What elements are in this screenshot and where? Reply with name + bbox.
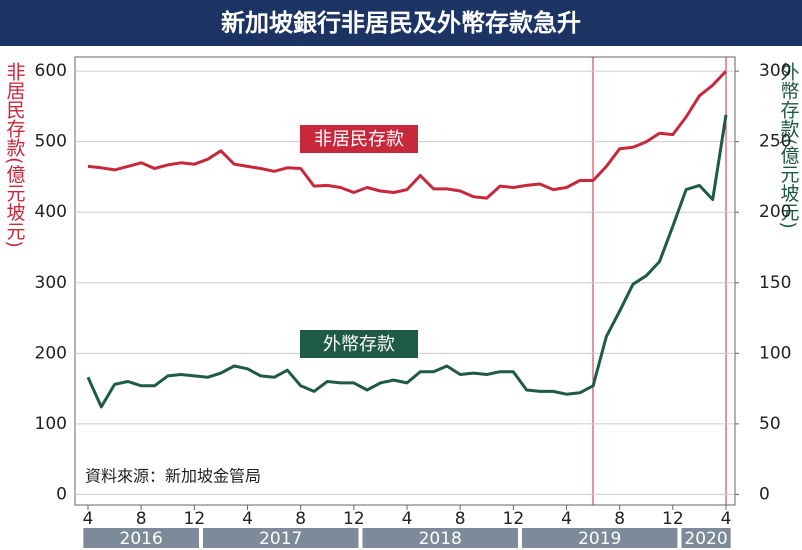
chart-title: 新加坡銀行非居民及外幣存款急升 — [221, 9, 581, 37]
year-label: 2020 — [684, 529, 727, 549]
legend-box — [300, 330, 418, 358]
y-tick-label: 300 — [35, 273, 67, 293]
x-tick-label: 12 — [184, 509, 206, 529]
year-band — [362, 528, 518, 548]
series-line — [86, 114, 728, 409]
x-tick-label: 8 — [614, 509, 625, 529]
year-band — [202, 528, 359, 548]
y2-tick-label: 0 — [759, 484, 770, 504]
y2-axis-label: 外幣存款(億元坡元) — [778, 62, 800, 229]
y-tick-label: 400 — [35, 202, 67, 222]
source-note: 資料來源：新加坡金管局 — [85, 467, 261, 486]
y2-tick-label: 250 — [759, 132, 791, 152]
year-label: 2019 — [578, 529, 621, 549]
x-tick-label: 12 — [662, 509, 684, 529]
x-tick-label: 12 — [343, 509, 365, 529]
y2-tick-label: 150 — [759, 273, 791, 293]
y-tick-label: 600 — [35, 61, 67, 81]
y-tick-label: 500 — [35, 132, 67, 152]
x-tick-label: 8 — [455, 509, 466, 529]
year-band — [521, 528, 678, 548]
series-line — [87, 70, 728, 200]
y-tick-label: 100 — [35, 414, 67, 434]
x-tick-label: 4 — [402, 509, 413, 529]
y-tick-label: 200 — [35, 343, 67, 363]
x-tick-label: 4 — [83, 509, 94, 529]
x-tick-label: 4 — [242, 509, 253, 529]
year-label: 2016 — [120, 529, 163, 549]
y2-tick-label: 100 — [759, 343, 791, 363]
legend-box — [300, 125, 418, 153]
x-tick-label: 8 — [136, 509, 147, 529]
y-axis-label: 非居民存款(億元坡元) — [4, 62, 26, 248]
year-band — [83, 528, 199, 548]
x-tick-label: 4 — [721, 509, 732, 529]
y2-tick-label: 50 — [759, 414, 781, 434]
y-tick-label: 0 — [56, 484, 67, 504]
legend-label: 非居民存款 — [314, 129, 404, 150]
x-tick-label: 4 — [561, 509, 572, 529]
title-bar — [0, 0, 802, 46]
legend-label: 外幣存款 — [323, 334, 395, 355]
x-tick-label: 12 — [503, 509, 525, 529]
x-tick-label: 8 — [295, 509, 306, 529]
year-label: 2017 — [259, 529, 302, 549]
y2-tick-label: 200 — [759, 202, 791, 222]
year-label: 2018 — [419, 529, 462, 549]
year-band — [681, 528, 731, 548]
y2-tick-label: 300 — [759, 61, 791, 81]
